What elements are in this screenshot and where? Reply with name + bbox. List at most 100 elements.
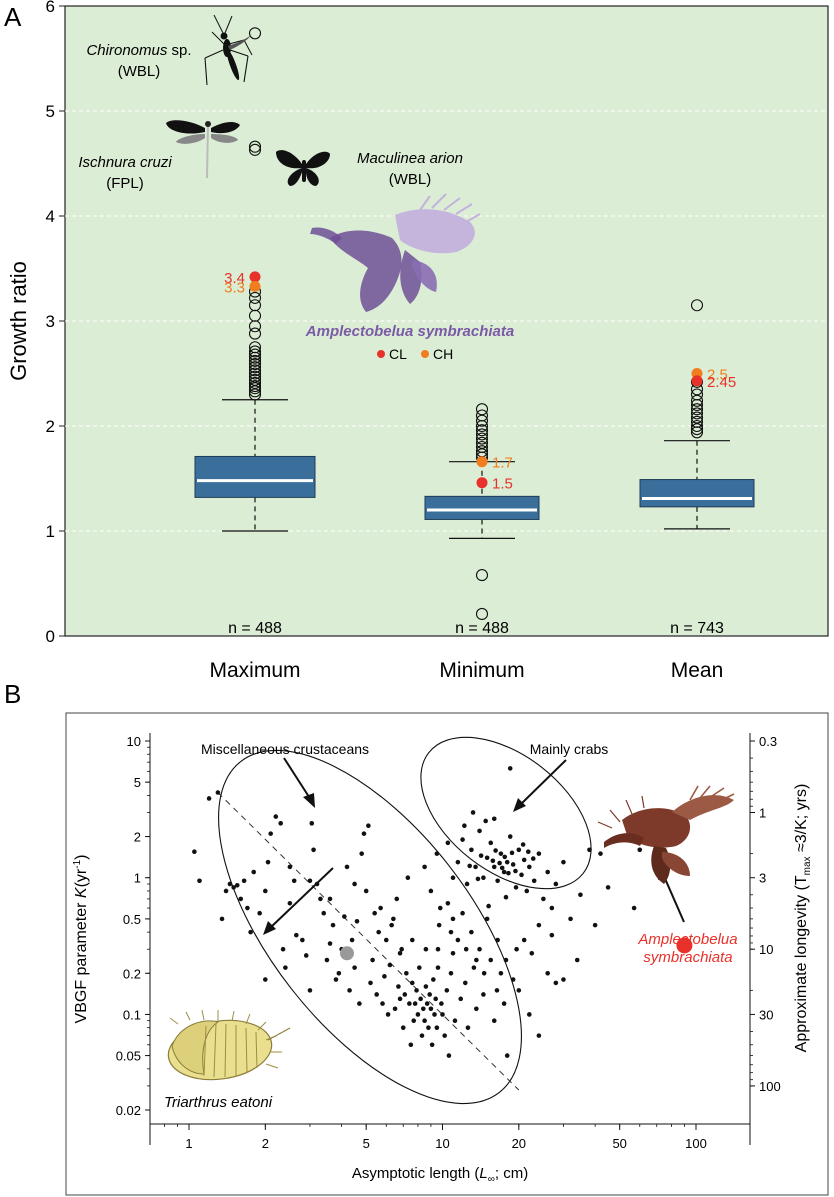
data-point [287,864,293,870]
y-tick-label: 3 [46,312,55,331]
data-point [408,1042,414,1048]
outlier-point [475,403,489,416]
species-value-label: 2.45 [707,374,736,391]
data-point [483,818,488,824]
data-point [206,796,212,801]
data-point [394,896,400,902]
data-point [450,875,456,881]
data-point [506,870,511,876]
data-point [265,859,271,865]
data-point [484,855,490,861]
data-point [530,856,536,861]
data-point [486,903,491,909]
data-point [455,859,461,865]
data-point [321,910,327,916]
anomalocaridid-illustration [597,785,735,884]
data-point [434,1025,440,1030]
x-tick-label: 1 [185,1136,192,1151]
data-point [509,850,515,856]
data-point [263,977,268,982]
data-point [327,896,333,902]
data-point [273,814,279,819]
butterfly-silhouette [276,150,330,186]
panel-a-letter: A [4,2,22,32]
data-point [248,929,253,935]
triarthrus-label: Triarthrus eatoni [164,1094,273,1111]
outlier-point [248,327,262,340]
legend-marker-ch [421,350,429,358]
x-tick-label: 5 [363,1136,370,1151]
data-point [307,878,313,884]
y2-tick-label: 0.3 [759,734,777,749]
data-point [318,896,323,902]
data-point [435,946,441,952]
data-point [400,1025,406,1030]
data-point [503,894,509,900]
data-point [396,984,401,989]
panel-a-y-axis-label: Growth ratio [6,261,31,381]
data-point [445,900,451,906]
insect-measure-maculinea: (WBL) [389,171,432,188]
data-point [510,862,516,867]
outlier-point [248,341,262,354]
data-point [529,951,535,956]
outlier-point [248,27,262,40]
panel-b-x-ticks: 1 2 5 10 20 50 100 [164,1124,707,1151]
outlier-point [248,364,262,377]
data-point [519,872,524,878]
data-point [536,1033,542,1038]
data-point [435,965,441,970]
panel-a-boxplots: n = 488 n = 488 n = 743 3.43.3 1.7 1.5 2.52.45 [194,27,755,637]
data-point [474,1006,479,1012]
data-point [192,849,197,854]
x-tick-label: 10 [435,1136,449,1151]
data-point [383,937,389,943]
x-tick-label: 2 [262,1136,269,1151]
data-point [481,992,486,997]
sample-size-label: n = 743 [670,620,724,637]
data-point [429,1042,435,1048]
data-point [257,910,262,916]
y-tick-label: 0.1 [123,1007,141,1022]
data-point [223,888,229,894]
species-value-label: 2.5 [707,367,728,384]
data-point [370,957,375,963]
insect-label-maculinea: Maculinea arion [357,150,463,167]
outlier-point [475,607,489,621]
outlier-point [248,345,262,358]
data-point [349,937,355,943]
outlier-point [690,419,704,433]
ellipse-misc-crustaceans [218,749,522,1105]
data-point [502,854,508,860]
data-point [405,875,411,881]
data-point [418,996,423,1002]
data-point [549,905,555,911]
data-point [414,988,419,993]
data-point [494,988,500,993]
data-point [357,1001,362,1006]
data-point [238,896,244,902]
y2-tick-label: 3 [759,871,766,886]
species-point-cl [476,477,488,489]
panel-b-scatter-points [192,766,643,1058]
outlier-point [248,373,262,386]
data-point [513,868,518,874]
data-point [561,977,566,982]
data-point [527,864,532,870]
species-point-cl [691,375,703,387]
data-point [411,1018,417,1023]
y-tick-label: 2 [134,830,141,845]
data-point [359,851,364,856]
data-point [327,941,333,946]
data-point [477,828,482,834]
data-point [347,988,352,993]
data-point [507,766,513,771]
data-point [578,892,583,898]
data-point [382,974,387,979]
outlier-point [248,357,262,371]
data-point [280,946,286,952]
data-point [503,957,509,963]
data-point [342,914,347,919]
damselfly-silhouette [166,120,240,179]
y-tick-label: 0.2 [123,966,141,981]
